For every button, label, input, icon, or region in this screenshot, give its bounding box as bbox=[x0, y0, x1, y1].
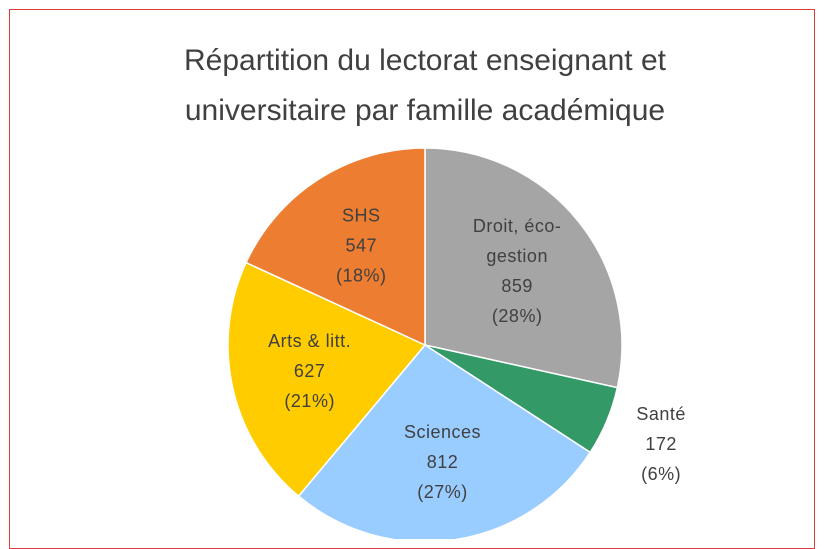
slice-label-name: Santé bbox=[636, 404, 686, 424]
slice-label-percent: (28%) bbox=[492, 306, 543, 326]
slice-label-percent: (6%) bbox=[641, 464, 681, 484]
pie-slice bbox=[297, 344, 592, 539]
chart-title: Répartition du lectorat enseignant et un… bbox=[184, 44, 666, 127]
pie-slice bbox=[227, 261, 427, 498]
slice-label-name: Droit, éco-gestion bbox=[473, 216, 562, 266]
slice-label-value: 812 bbox=[427, 452, 459, 472]
slice-label-value: 627 bbox=[294, 361, 326, 381]
pie-slice bbox=[245, 147, 426, 347]
slice-label-percent: (18%) bbox=[336, 265, 387, 285]
slice-label-value: 547 bbox=[345, 235, 377, 255]
slice-label-percent: (21%) bbox=[284, 391, 335, 411]
slice-label-value: 172 bbox=[645, 434, 677, 454]
slice-label-value: 859 bbox=[501, 276, 533, 296]
slice-label-name: Sciences bbox=[404, 422, 481, 442]
pie-slice bbox=[424, 147, 623, 389]
slice-label-name: Arts & litt. bbox=[268, 331, 351, 351]
slice-label-percent: (27%) bbox=[417, 482, 468, 502]
slice-label-name: SHS bbox=[342, 205, 381, 225]
